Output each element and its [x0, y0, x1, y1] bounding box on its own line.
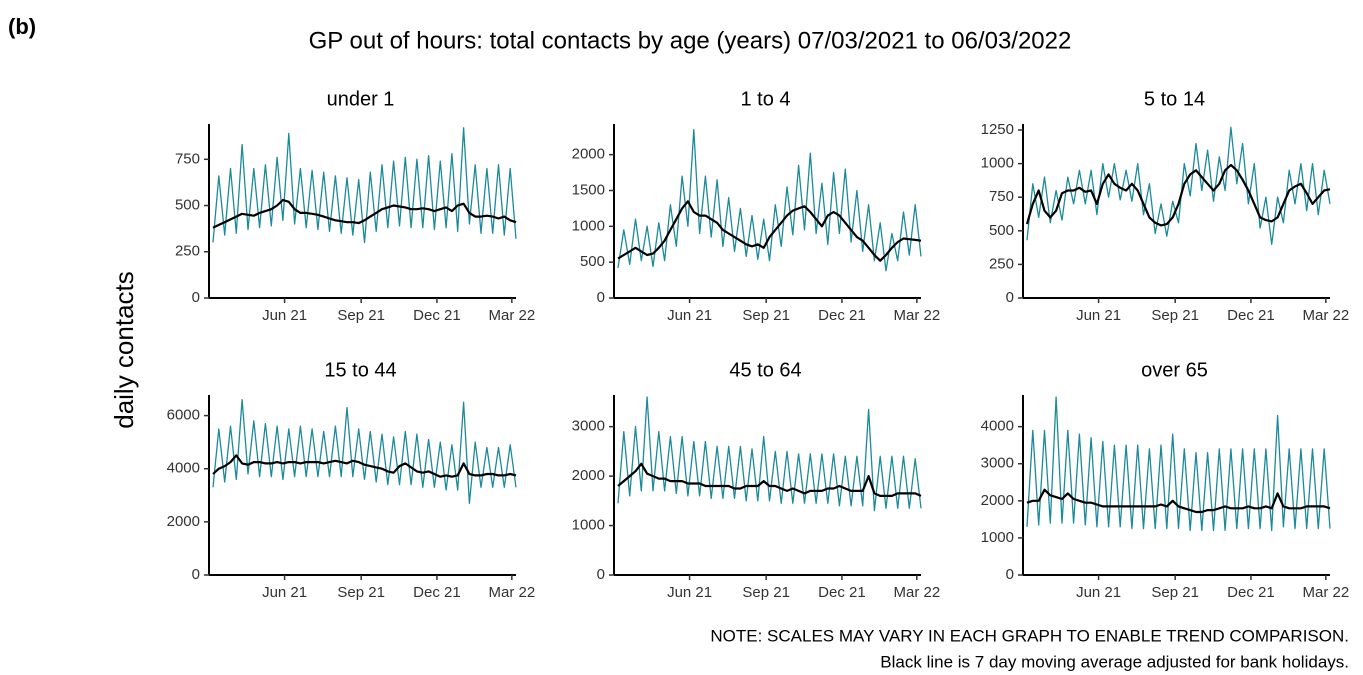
series-line: [212, 399, 517, 504]
figure-title: GP out of hours: total contacts by age (…: [309, 27, 1072, 54]
panel-title: under 1: [327, 88, 395, 110]
y-tick-label: 1250: [981, 121, 1014, 138]
y-tick-label: 1000: [572, 517, 605, 534]
y-tick-label: 4000: [167, 460, 200, 477]
series-line: [1026, 126, 1331, 245]
x-tick-label: Sep 21: [742, 307, 790, 324]
series-line: [212, 198, 517, 229]
series-line: [617, 396, 922, 512]
y-tick-label: 0: [597, 289, 605, 306]
x-tick-label: Jun 21: [1076, 584, 1121, 601]
y-tick-label: 250: [175, 243, 200, 260]
x-tick-label: Sep 21: [1151, 307, 1199, 324]
y-axis-label: daily contacts: [109, 271, 139, 429]
y-tick-label: 750: [989, 188, 1014, 205]
x-tick-label: Mar 22: [488, 307, 535, 324]
x-tick-label: Jun 21: [262, 584, 307, 601]
y-tick-label: 0: [1006, 566, 1014, 583]
series-line: [1025, 163, 1331, 227]
x-tick-label: Mar 22: [1302, 307, 1349, 324]
panel-title: 1 to 4: [740, 88, 790, 110]
x-tick-label: Sep 21: [742, 584, 790, 601]
series-line: [617, 462, 922, 497]
series-line: [212, 454, 517, 478]
x-tick-label: Mar 22: [488, 584, 535, 601]
y-tick-label: 3000: [981, 455, 1014, 472]
y-tick-label: 500: [989, 222, 1014, 239]
y-tick-label: 4000: [981, 418, 1014, 435]
y-tick-label: 1500: [572, 181, 605, 198]
x-tick-label: Dec 21: [413, 584, 461, 601]
x-tick-label: Jun 21: [667, 584, 712, 601]
x-tick-label: Dec 21: [413, 307, 461, 324]
panel-title: over 65: [1141, 359, 1208, 381]
y-tick-label: 0: [192, 289, 200, 306]
y-tick-label: 250: [989, 255, 1014, 272]
y-tick-label: 750: [175, 150, 200, 167]
y-tick-label: 500: [175, 196, 200, 213]
series-line: [1026, 396, 1331, 532]
x-tick-label: Dec 21: [818, 584, 866, 601]
x-tick-label: Dec 21: [818, 307, 866, 324]
panel-title: 5 to 14: [1144, 88, 1205, 110]
y-tick-label: 0: [1006, 289, 1014, 306]
x-tick-label: Dec 21: [1227, 584, 1275, 601]
x-tick-label: Sep 21: [337, 307, 385, 324]
x-tick-label: Mar 22: [893, 307, 940, 324]
x-tick-label: Sep 21: [1151, 584, 1199, 601]
series-line: [1026, 488, 1331, 514]
x-tick-label: Sep 21: [337, 584, 385, 601]
x-tick-label: Jun 21: [262, 307, 307, 324]
y-tick-label: 6000: [167, 407, 200, 424]
y-tick-label: 3000: [572, 418, 605, 435]
panel-label: (b): [8, 14, 36, 39]
x-tick-label: Mar 22: [1302, 584, 1349, 601]
y-tick-label: 2000: [981, 492, 1014, 509]
y-tick-label: 500: [580, 253, 605, 270]
panel-title: 45 to 64: [729, 359, 801, 381]
series-line: [212, 127, 517, 244]
note: Black line is 7 day moving average adjus…: [880, 652, 1349, 671]
y-tick-label: 2000: [572, 146, 605, 163]
series-line: [617, 128, 922, 272]
y-tick-label: 2000: [167, 513, 200, 530]
y-tick-label: 2000: [572, 467, 605, 484]
y-tick-label: 1000: [572, 217, 605, 234]
series-line: [617, 200, 922, 262]
y-tick-label: 1000: [981, 529, 1014, 546]
x-tick-label: Jun 21: [1076, 307, 1121, 324]
y-tick-label: 0: [597, 566, 605, 583]
x-tick-label: Dec 21: [1227, 307, 1275, 324]
x-tick-label: Jun 21: [667, 307, 712, 324]
note: NOTE: SCALES MAY VARY IN EACH GRAPH TO E…: [710, 626, 1349, 645]
x-tick-label: Mar 22: [893, 584, 940, 601]
panel-title: 15 to 44: [324, 359, 396, 381]
y-tick-label: 1000: [981, 155, 1014, 172]
y-tick-label: 0: [192, 566, 200, 583]
